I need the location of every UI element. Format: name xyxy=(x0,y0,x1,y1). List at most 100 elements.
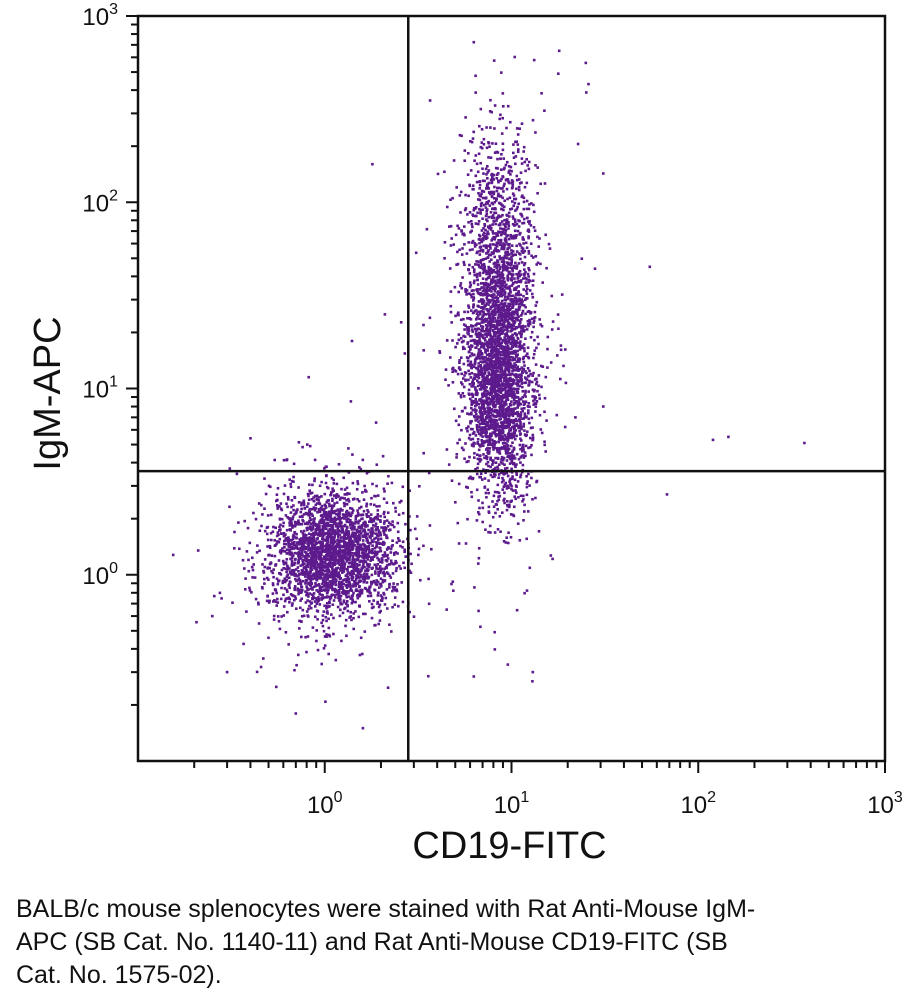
event-dot xyxy=(292,504,295,507)
event-dot xyxy=(381,558,384,562)
event-dot xyxy=(491,442,495,445)
event-dot xyxy=(498,356,502,360)
event-dot xyxy=(527,236,530,240)
event-dot xyxy=(324,565,328,568)
event-dot xyxy=(532,226,536,229)
event-dot xyxy=(481,417,485,421)
event-dot xyxy=(486,449,490,453)
event-dot xyxy=(483,342,486,346)
event-dot xyxy=(464,442,467,445)
event-dot xyxy=(488,365,492,368)
event-dot xyxy=(522,498,525,501)
event-dot xyxy=(488,373,491,376)
event-dot xyxy=(357,499,361,503)
event-dot xyxy=(497,364,501,368)
event-dot xyxy=(516,312,519,315)
event-dot xyxy=(273,458,276,462)
event-dot xyxy=(340,587,343,590)
event-dot xyxy=(266,525,270,529)
event-dot xyxy=(450,582,453,586)
event-dot xyxy=(501,414,504,417)
event-dot xyxy=(378,504,381,508)
event-dot xyxy=(350,544,354,548)
event-dot xyxy=(475,472,479,476)
event-dot xyxy=(285,570,288,574)
event-dot xyxy=(510,461,514,464)
event-dot xyxy=(298,557,301,560)
event-dot xyxy=(290,553,293,557)
event-dot xyxy=(482,233,485,236)
event-dot xyxy=(292,508,295,512)
event-dot xyxy=(318,541,322,544)
event-dot xyxy=(485,462,488,466)
event-dot xyxy=(279,549,282,552)
event-dot xyxy=(516,313,519,317)
event-dot xyxy=(274,563,278,566)
event-dot xyxy=(350,507,354,510)
event-dot xyxy=(510,252,513,255)
event-dot xyxy=(533,349,537,352)
event-dot xyxy=(507,382,510,386)
event-dot xyxy=(295,607,298,610)
event-dot xyxy=(383,515,386,519)
event-dot xyxy=(330,535,333,539)
event-dot xyxy=(313,477,316,480)
event-dot xyxy=(358,579,361,582)
event-dot xyxy=(315,629,318,632)
event-dot xyxy=(399,567,402,570)
event-dot xyxy=(492,468,496,471)
event-dot xyxy=(491,438,494,442)
event-dot xyxy=(485,368,489,372)
event-dot xyxy=(303,533,307,536)
event-dot xyxy=(305,526,309,530)
event-dot xyxy=(511,269,514,273)
event-dot xyxy=(275,534,279,538)
event-dot xyxy=(372,579,376,583)
event-dot xyxy=(334,518,338,521)
event-dot xyxy=(508,503,511,507)
event-dot xyxy=(291,526,294,529)
event-dot xyxy=(255,670,259,674)
event-dot xyxy=(480,368,484,371)
event-dot xyxy=(271,530,275,533)
event-dot xyxy=(314,597,318,600)
event-dot xyxy=(383,533,386,536)
event-dot xyxy=(474,419,477,422)
event-dot xyxy=(298,552,302,555)
event-dot xyxy=(320,565,323,569)
event-dot xyxy=(233,547,236,550)
event-dot xyxy=(327,595,331,599)
event-dot xyxy=(281,547,284,550)
event-dot xyxy=(353,535,356,539)
event-dot xyxy=(286,564,289,568)
event-dot xyxy=(295,574,298,578)
event-dot xyxy=(386,572,390,575)
event-dot xyxy=(512,431,516,435)
event-dot xyxy=(287,536,290,539)
event-dot xyxy=(524,391,527,394)
event-dot xyxy=(332,541,335,545)
event-dot xyxy=(468,433,472,437)
event-dot xyxy=(325,602,329,605)
event-dot xyxy=(477,609,480,613)
event-dot xyxy=(509,382,512,386)
event-dot xyxy=(370,616,374,620)
event-dot xyxy=(265,576,269,580)
event-dot xyxy=(531,680,534,683)
event-dot xyxy=(322,557,325,560)
event-dot xyxy=(408,489,411,492)
event-dot xyxy=(456,342,459,345)
event-dot xyxy=(502,403,506,406)
event-dot xyxy=(388,582,391,586)
event-dot xyxy=(327,529,330,532)
event-dot xyxy=(471,408,475,412)
event-dot xyxy=(291,573,295,576)
event-dot xyxy=(510,275,514,278)
event-dot xyxy=(483,420,486,424)
event-dot xyxy=(346,543,350,547)
event-dot xyxy=(498,323,502,327)
event-dot xyxy=(336,495,340,498)
event-dot xyxy=(501,326,504,329)
event-dot xyxy=(502,420,506,423)
event-dot xyxy=(527,417,530,421)
